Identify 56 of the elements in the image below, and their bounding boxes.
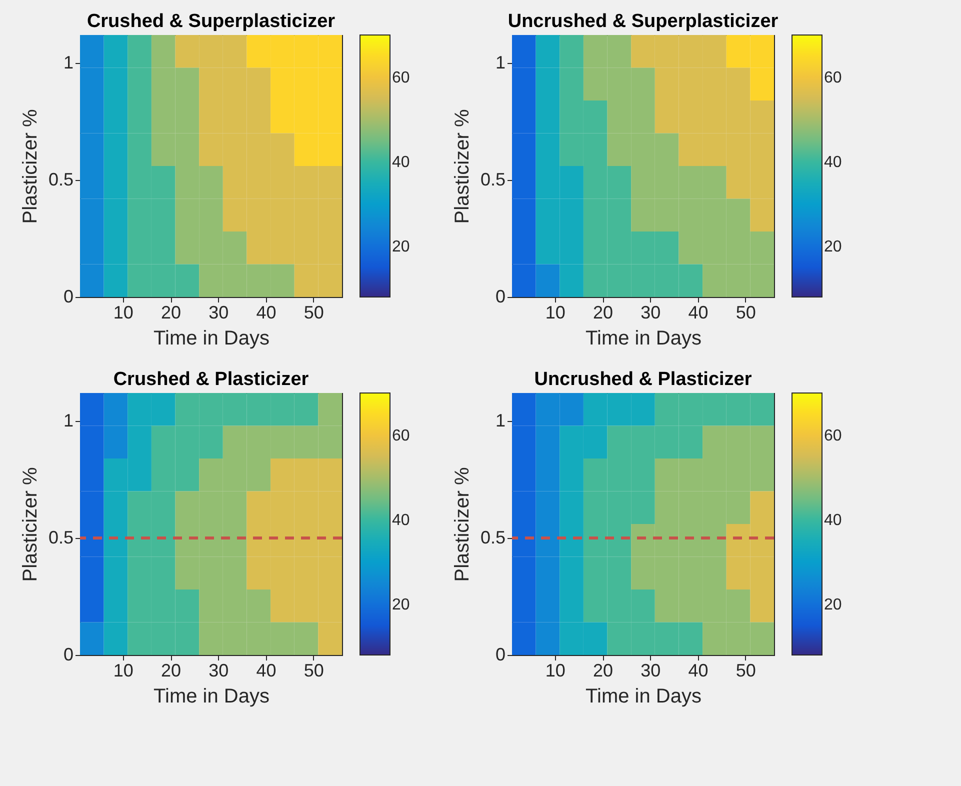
chart-title: Crushed & Superplasticizer bbox=[86, 11, 336, 32]
color-bar-label: 40 bbox=[392, 154, 410, 171]
y-axis-title: Plasticizer % bbox=[19, 467, 42, 582]
x-tick-label: 20 bbox=[592, 660, 614, 680]
y-tick-label: 1 bbox=[495, 52, 506, 73]
color-bar-label: 60 bbox=[392, 69, 410, 86]
color-bar-label: 20 bbox=[392, 596, 410, 614]
color-bar-label: 20 bbox=[824, 238, 842, 256]
y-axis-title: Plasticizer % bbox=[451, 467, 474, 582]
x-tick-label: 10 bbox=[545, 302, 566, 322]
x-tick-label: 20 bbox=[160, 660, 182, 680]
y-tick-label: 0 bbox=[495, 286, 506, 306]
y-tick-label: 1 bbox=[63, 52, 74, 73]
chart-title: Uncrushed & Plasticizer bbox=[534, 369, 752, 390]
x-tick-label: 30 bbox=[208, 302, 229, 322]
x-tick-label: 30 bbox=[640, 302, 661, 322]
y-axis-title: Plasticizer % bbox=[19, 109, 42, 224]
color-bar-label: 60 bbox=[392, 427, 410, 444]
color-bar-label: 20 bbox=[392, 238, 410, 256]
y-tick-label: 0.5 bbox=[480, 528, 506, 548]
x-axis-title: Time in Days bbox=[586, 328, 702, 350]
x-axis-title: Time in Days bbox=[154, 328, 270, 350]
color-bar-label: 40 bbox=[824, 512, 842, 529]
y-tick-label: 0.5 bbox=[48, 528, 74, 548]
x-tick-label: 10 bbox=[545, 660, 566, 680]
x-tick-label: 10 bbox=[113, 302, 134, 322]
x-axis-title: Time in Days bbox=[154, 686, 270, 708]
x-tick-label: 30 bbox=[208, 660, 229, 680]
color-bar-label: 20 bbox=[824, 596, 842, 614]
x-axis-title: Time in Days bbox=[586, 686, 702, 708]
y-tick-label: 0 bbox=[63, 644, 74, 664]
x-tick-label: 40 bbox=[256, 660, 276, 680]
x-tick-label: 50 bbox=[736, 660, 756, 680]
y-tick-label: 0 bbox=[63, 286, 74, 306]
x-tick-label: 20 bbox=[592, 302, 614, 322]
y-tick-label: 0.5 bbox=[48, 170, 74, 190]
x-tick-label: 10 bbox=[113, 660, 134, 680]
x-tick-label: 50 bbox=[304, 302, 324, 322]
y-tick-label: 1 bbox=[495, 410, 506, 431]
color-bar-label: 60 bbox=[824, 69, 842, 86]
x-tick-label: 20 bbox=[160, 302, 182, 322]
x-tick-label: 50 bbox=[736, 302, 756, 322]
y-tick-label: 0.5 bbox=[480, 170, 506, 190]
chart-title: Crushed & Plasticizer bbox=[113, 369, 310, 390]
x-tick-label: 50 bbox=[304, 660, 324, 680]
x-tick-label: 30 bbox=[640, 660, 661, 680]
y-axis-title: Plasticizer % bbox=[451, 109, 474, 224]
x-tick-label: 40 bbox=[688, 660, 708, 680]
color-bar-label: 40 bbox=[392, 512, 410, 529]
color-bar-label: 40 bbox=[824, 154, 842, 171]
x-tick-label: 40 bbox=[256, 302, 276, 322]
chart-title: Uncrushed & Superplasticizer bbox=[508, 11, 779, 32]
color-bar-label: 60 bbox=[824, 427, 842, 444]
y-tick-label: 1 bbox=[63, 410, 74, 431]
x-tick-label: 40 bbox=[688, 302, 708, 322]
y-tick-label: 0 bbox=[495, 644, 506, 664]
